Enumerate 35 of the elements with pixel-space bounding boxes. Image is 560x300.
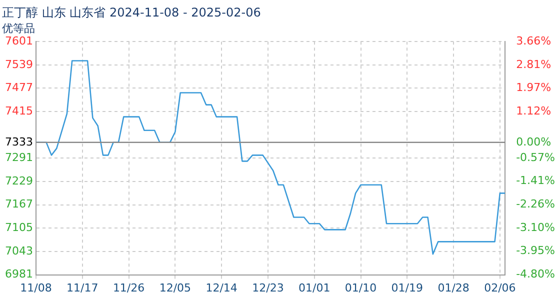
chart-title: 正丁醇 山东 山东省 2024-11-08 - 2025-02-06: [2, 5, 261, 20]
x-tick-label: 01/01: [298, 281, 330, 294]
y2-tick-label: -3.95%: [516, 244, 556, 258]
y2-tick-label: 1.12%: [516, 104, 552, 118]
x-tick-label: 11/17: [66, 281, 98, 294]
x-tick-label: 12/23: [252, 281, 284, 294]
y-tick-label: 7043: [4, 244, 33, 258]
y2-tick-label: 3.66%: [516, 34, 552, 48]
y2-tick-label: -4.80%: [516, 268, 556, 281]
y-tick-label: 7333: [4, 135, 33, 148]
y2-tick-label: 0.00%: [516, 135, 552, 148]
y2-tick-label: 1.97%: [516, 81, 552, 94]
y-tick-label: 7167: [4, 198, 33, 211]
x-tick-label: 02/06: [484, 281, 516, 294]
chart-subtitle: 优等品: [2, 22, 35, 35]
y-tick-label: 7229: [4, 174, 33, 188]
x-tick-label: 12/14: [206, 281, 238, 294]
y-tick-label: 7601: [4, 34, 33, 48]
y2-tick-label: 2.81%: [516, 58, 552, 71]
x-tick-label: 11/08: [20, 281, 52, 294]
x-tick-label: 12/05: [159, 281, 192, 294]
y-tick-label: 7539: [4, 58, 33, 71]
y2-tick-label: -2.26%: [516, 198, 556, 211]
y-tick-label: 6981: [4, 268, 33, 281]
x-tick-label: 01/10: [344, 281, 377, 294]
x-tick-label: 01/28: [438, 281, 470, 294]
y-tick-label: 7477: [4, 81, 33, 94]
y2-tick-label: -0.57%: [516, 151, 556, 164]
y-tick-label: 7105: [4, 221, 33, 234]
x-tick-label: 11/26: [112, 281, 145, 294]
x-tick-label: 01/19: [391, 281, 423, 294]
y-tick-label: 7415: [4, 104, 33, 118]
y2-tick-label: -3.10%: [516, 220, 556, 234]
y-tick-label: 7291: [4, 151, 33, 164]
y2-tick-label: -1.41%: [516, 174, 556, 188]
